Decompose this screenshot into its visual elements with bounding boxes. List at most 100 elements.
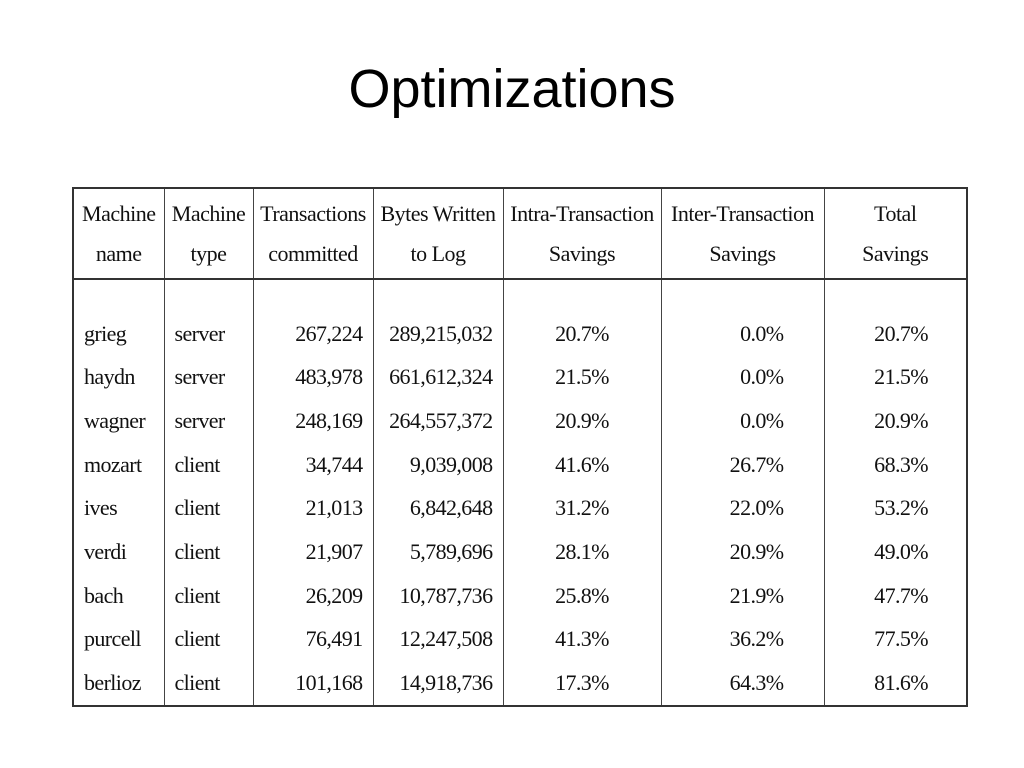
cell-total-savings: 20.7% [823, 311, 966, 356]
header-line: Inter-Transaction [671, 200, 815, 226]
header-transactions-committed: Transactions committed [252, 189, 373, 280]
cell-intra-savings: 20.9% [502, 399, 661, 443]
cell-machine-name: grieg [84, 320, 127, 346]
cell-inter-savings: 0.0% [660, 311, 824, 356]
spacer-cell [502, 279, 661, 312]
cell-bytes-written: 264,557,372 [372, 399, 503, 443]
optimizations-table-frame: Machine name Machine type Transactions comm… [72, 187, 968, 707]
cell-transactions: 267,224 [252, 311, 373, 356]
header-line: Intra-Transaction [510, 200, 654, 226]
header-bytes-written: Bytes Written to Log [372, 189, 503, 280]
header-line: Total [874, 200, 917, 226]
table-row: berlioz client 101,168 14,918,736 17.3% 64.3%… [74, 661, 966, 705]
cell-inter-savings: 36.2% [660, 617, 824, 662]
table-header: Machine name Machine type Transactions comm… [74, 189, 966, 280]
cell-bytes-written: 6,842,648 [372, 486, 503, 531]
header-line: committed [268, 240, 358, 266]
cell-inter-savings: 64.3% [660, 661, 824, 705]
cell-machine-name: haydn [84, 364, 135, 390]
cell-machine-name: purcell [84, 626, 141, 652]
header-line: Transactions [260, 200, 366, 226]
table-row: ives client 21,013 6,842,648 31.2% 22.0% 53.2% [74, 486, 966, 531]
cell-machine-type: server [163, 399, 253, 443]
cell-bytes-written: 289,215,032 [372, 311, 503, 356]
cell-total-savings: 68.3% [823, 442, 966, 487]
cell-bytes-written: 12,247,508 [372, 617, 503, 662]
table-spacer-row [74, 279, 966, 312]
cell-machine-type: client [163, 573, 253, 618]
spacer-cell [252, 279, 373, 312]
header-total-savings: Total Savings [823, 189, 966, 280]
cell-intra-savings: 28.1% [502, 530, 661, 574]
cell-inter-savings: 0.0% [660, 355, 824, 400]
cell-machine-type: client [163, 661, 253, 705]
spacer-cell [823, 279, 966, 312]
cell-transactions: 76,491 [252, 617, 373, 662]
slide-title: Optimizations [348, 59, 676, 119]
cell-intra-savings: 41.6% [502, 442, 661, 487]
table-row: bach client 26,209 10,787,736 25.8% 21.9% 47.7… [74, 573, 966, 618]
header-line: Savings [709, 240, 776, 266]
cell-bytes-written: 5,789,696 [372, 530, 503, 574]
table-row: haydn server 483,978 661,612,324 21.5% 0.0% 21… [74, 355, 966, 400]
cell-total-savings: 53.2% [823, 486, 966, 531]
cell-total-savings: 49.0% [823, 530, 966, 574]
header-machine-type: Machine type [163, 189, 253, 280]
cell-transactions: 21,013 [252, 486, 373, 531]
header-inter-transaction-savings: Inter-Transaction Savings [660, 189, 824, 280]
header-intra-transaction-savings: Intra-Transaction Savings [502, 189, 661, 280]
header-line: to Log [410, 240, 466, 266]
cell-intra-savings: 20.7% [502, 311, 661, 356]
cell-machine-type: client [163, 617, 253, 662]
cell-intra-savings: 17.3% [502, 661, 661, 705]
cell-total-savings: 81.6% [823, 661, 966, 705]
spacer-cell [74, 279, 164, 312]
cell-intra-savings: 25.8% [502, 573, 661, 618]
cell-machine-name: wagner [84, 408, 146, 434]
cell-inter-savings: 20.9% [660, 530, 824, 574]
header-line: Bytes Written [380, 200, 496, 226]
table-row: wagner server 248,169 264,557,372 20.9% 0.0% 2… [74, 399, 966, 443]
table-row: purcell client 76,491 12,247,508 41.3% 36.2% 7… [74, 617, 966, 662]
cell-machine-name: verdi [84, 539, 127, 565]
cell-machine-name: ives [84, 495, 118, 521]
cell-transactions: 21,907 [252, 530, 373, 574]
spacer-cell [163, 279, 253, 312]
header-machine-name: Machine name [74, 189, 164, 280]
cell-inter-savings: 21.9% [660, 573, 824, 618]
cell-intra-savings: 41.3% [502, 617, 661, 662]
spacer-cell [372, 279, 503, 312]
cell-machine-name: mozart [84, 451, 142, 477]
cell-inter-savings: 22.0% [660, 486, 824, 531]
table-row: mozart client 34,744 9,039,008 41.6% 26.7% 68.… [74, 442, 966, 487]
cell-machine-name: bach [84, 582, 124, 608]
cell-transactions: 34,744 [252, 442, 373, 487]
cell-inter-savings: 26.7% [660, 442, 824, 487]
cell-bytes-written: 9,039,008 [372, 442, 503, 487]
spacer-cell [660, 279, 824, 312]
cell-machine-type: server [163, 355, 253, 400]
cell-intra-savings: 21.5% [502, 355, 661, 400]
header-line: type [190, 240, 227, 266]
header-line: Savings [862, 240, 929, 266]
header-line: Savings [548, 240, 616, 266]
cell-machine-type: client [163, 442, 253, 487]
table-row: verdi client 21,907 5,789,696 28.1% 20.9% 49.0… [74, 530, 966, 574]
header-line: Machine [171, 200, 246, 226]
cell-transactions: 101,168 [252, 661, 373, 705]
cell-machine-type: client [163, 530, 253, 574]
cell-total-savings: 21.5% [823, 355, 966, 400]
cell-total-savings: 47.7% [823, 573, 966, 618]
table-row: grieg server 267,224 289,215,032 20.7% 0.0% 20… [74, 311, 966, 356]
cell-total-savings: 20.9% [823, 399, 966, 443]
cell-intra-savings: 31.2% [502, 486, 661, 531]
cell-machine-type: client [163, 486, 253, 531]
table-body: grieg server 267,224 289,215,032 20.7% 0.0% 20… [74, 279, 966, 705]
optimizations-table: Machine name Machine type Transactions comm… [74, 189, 966, 705]
header-line: name [95, 240, 142, 266]
cell-transactions: 26,209 [252, 573, 373, 618]
cell-machine-name: berlioz [84, 670, 141, 696]
header-line: Machine [82, 200, 156, 226]
cell-total-savings: 77.5% [823, 617, 966, 662]
cell-bytes-written: 10,787,736 [372, 573, 503, 618]
